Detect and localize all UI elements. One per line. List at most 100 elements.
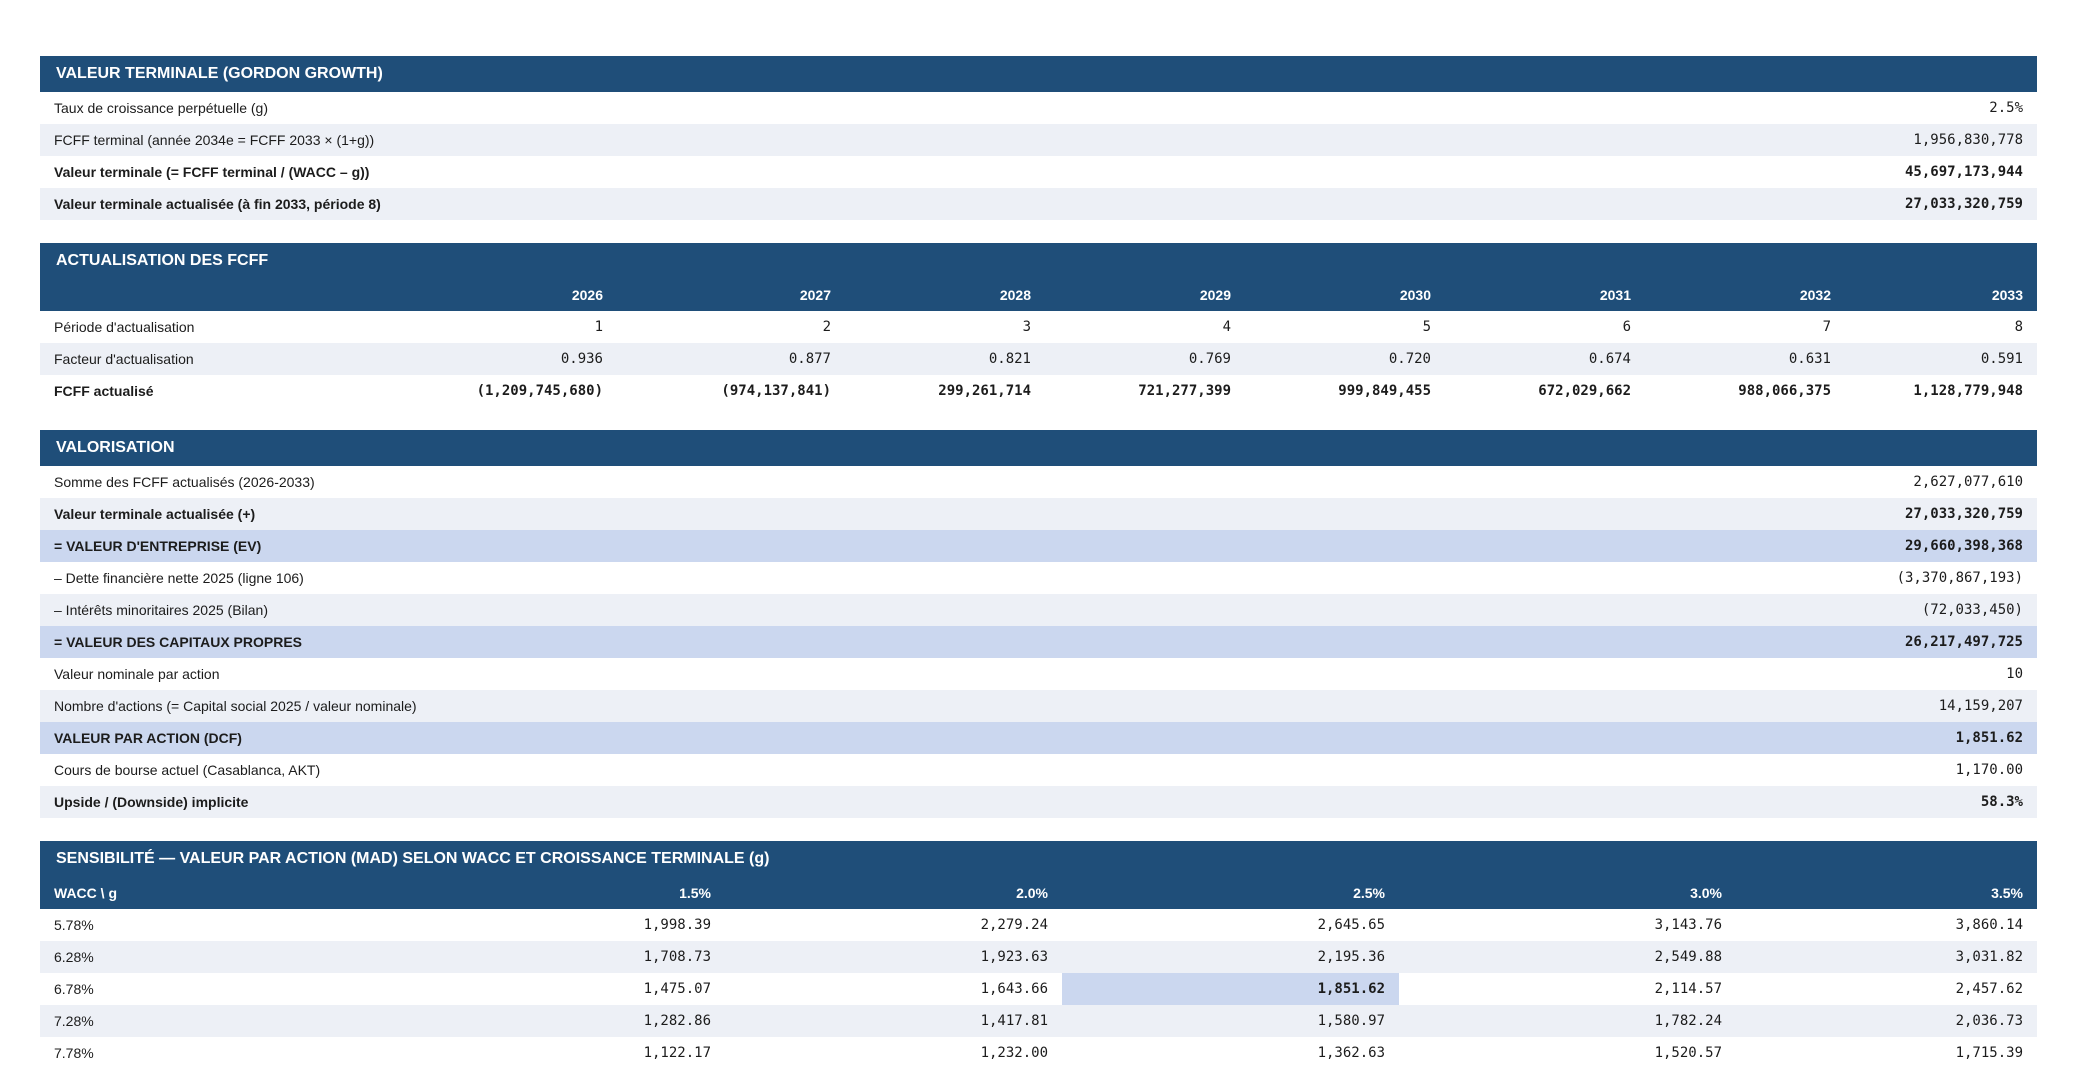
table-row: Valeur nominale par action 10 xyxy=(40,658,2037,690)
row-value: 10 xyxy=(1440,658,2037,690)
discounting-section: ACTUALISATION DES FCFF 2026 2027 2028 20… xyxy=(40,243,2037,407)
table-cell: 3 xyxy=(845,311,1045,343)
sensitivity-section: SENSIBILITÉ — VALEUR PAR ACTION (MAD) SE… xyxy=(40,841,2037,1069)
row-label: Valeur terminale actualisée (à fin 2033,… xyxy=(40,188,1440,220)
terminal-value-title: VALEUR TERMINALE (GORDON GROWTH) xyxy=(40,56,2037,92)
table-cell: 1,417.81 xyxy=(725,1005,1062,1037)
table-cell: 2,645.65 xyxy=(1062,909,1399,941)
row-value: 1,170.00 xyxy=(1440,754,2037,786)
year-header: 2029 xyxy=(1045,279,1245,311)
sensitivity-title: SENSIBILITÉ — VALEUR PAR ACTION (MAD) SE… xyxy=(40,841,2037,877)
table-cell: 1,520.57 xyxy=(1399,1037,1736,1069)
table-cell: 1,998.39 xyxy=(388,909,725,941)
table-row: Somme des FCFF actualisés (2026-2033) 2,… xyxy=(40,466,2037,498)
header-corner xyxy=(40,279,377,311)
table-cell: 672,029,662 xyxy=(1445,375,1645,407)
table-row: Valeur terminale actualisée (+) 27,033,3… xyxy=(40,498,2037,530)
row-label: Valeur nominale par action xyxy=(40,658,1440,690)
table-row: – Intérêts minoritaires 2025 (Bilan) (72… xyxy=(40,594,2037,626)
table-row: Valeur terminale actualisée (à fin 2033,… xyxy=(40,188,2037,220)
table-cell: 1,580.97 xyxy=(1062,1005,1399,1037)
table-cell: 4 xyxy=(1045,311,1245,343)
row-value: 2.5% xyxy=(1440,92,2037,124)
table-cell: (974,137,841) xyxy=(617,375,845,407)
sensitivity-table: WACC \ g 1.5% 2.0% 2.5% 3.0% 3.5% 5.78% … xyxy=(40,877,2037,1069)
table-cell: 0.769 xyxy=(1045,343,1245,375)
year-header: 2031 xyxy=(1445,279,1645,311)
row-value: (3,370,867,193) xyxy=(1440,562,2037,594)
row-value: 45,697,173,944 xyxy=(1440,156,2037,188)
wacc-label: 6.78% xyxy=(40,973,388,1005)
row-label: – Dette financière nette 2025 (ligne 106… xyxy=(40,562,1440,594)
base-case-cell: 1,851.62 xyxy=(1062,973,1399,1005)
enterprise-value-row: = VALEUR D'ENTREPRISE (EV) 29,660,398,36… xyxy=(40,530,2037,562)
growth-header: 3.5% xyxy=(1736,877,2037,909)
row-label: – Intérêts minoritaires 2025 (Bilan) xyxy=(40,594,1440,626)
row-label: Facteur d'actualisation xyxy=(40,343,377,375)
table-cell: 988,066,375 xyxy=(1645,375,1845,407)
dcf-sheet: VALEUR TERMINALE (GORDON GROWTH) Taux de… xyxy=(40,56,2037,1092)
row-label: Valeur terminale (= FCFF terminal / (WAC… xyxy=(40,156,1440,188)
table-row: Taux de croissance perpétuelle (g) 2.5% xyxy=(40,92,2037,124)
table-row: 6.78% 1,475.07 1,643.66 1,851.62 2,114.5… xyxy=(40,973,2037,1005)
table-cell: 0.591 xyxy=(1845,343,2037,375)
row-value: 29,660,398,368 xyxy=(1440,530,2037,562)
row-value: 14,159,207 xyxy=(1440,690,2037,722)
table-cell: 3,860.14 xyxy=(1736,909,2037,941)
table-row: – Dette financière nette 2025 (ligne 106… xyxy=(40,562,2037,594)
wacc-label: 7.28% xyxy=(40,1005,388,1037)
table-cell: 0.631 xyxy=(1645,343,1845,375)
equity-value-row: = VALEUR DES CAPITAUX PROPRES 26,217,497… xyxy=(40,626,2037,658)
table-cell: 0.720 xyxy=(1245,343,1445,375)
row-value: 1,956,830,778 xyxy=(1440,124,2037,156)
row-value: 27,033,320,759 xyxy=(1440,498,2037,530)
discounting-table: 2026 2027 2028 2029 2030 2031 2032 2033 … xyxy=(40,279,2037,407)
table-cell: 7 xyxy=(1645,311,1845,343)
terminal-value-table: Taux de croissance perpétuelle (g) 2.5% … xyxy=(40,92,2037,220)
wacc-label: 7.78% xyxy=(40,1037,388,1069)
table-cell: 1,715.39 xyxy=(1736,1037,2037,1069)
row-label: Cours de bourse actuel (Casablanca, AKT) xyxy=(40,754,1440,786)
row-value: 26,217,497,725 xyxy=(1440,626,2037,658)
year-header: 2028 xyxy=(845,279,1045,311)
year-header: 2027 xyxy=(617,279,845,311)
table-cell: 1,708.73 xyxy=(388,941,725,973)
table-row: 5.78% 1,998.39 2,279.24 2,645.65 3,143.7… xyxy=(40,909,2037,941)
table-cell: (1,209,745,680) xyxy=(377,375,617,407)
row-label: = VALEUR D'ENTREPRISE (EV) xyxy=(40,530,1440,562)
table-cell: 2 xyxy=(617,311,845,343)
table-cell: 2,549.88 xyxy=(1399,941,1736,973)
row-label: Valeur terminale actualisée (+) xyxy=(40,498,1440,530)
table-cell: 721,277,399 xyxy=(1045,375,1245,407)
row-value: (72,033,450) xyxy=(1440,594,2037,626)
table-cell: 5 xyxy=(1245,311,1445,343)
row-value: 2,627,077,610 xyxy=(1440,466,2037,498)
row-value: 27,033,320,759 xyxy=(1440,188,2037,220)
growth-header: 3.0% xyxy=(1399,877,1736,909)
row-label: = VALEUR DES CAPITAUX PROPRES xyxy=(40,626,1440,658)
row-label: Somme des FCFF actualisés (2026-2033) xyxy=(40,466,1440,498)
valuation-table: Somme des FCFF actualisés (2026-2033) 2,… xyxy=(40,466,2037,818)
table-cell: 1,282.86 xyxy=(388,1005,725,1037)
valuation-section: VALORISATION Somme des FCFF actualisés (… xyxy=(40,430,2037,818)
table-cell: 0.821 xyxy=(845,343,1045,375)
year-header: 2033 xyxy=(1845,279,2037,311)
table-cell: 1,643.66 xyxy=(725,973,1062,1005)
table-cell: 0.936 xyxy=(377,343,617,375)
table-row: 7.78% 1,122.17 1,232.00 1,362.63 1,520.5… xyxy=(40,1037,2037,1069)
table-cell: 2,114.57 xyxy=(1399,973,1736,1005)
table-cell: 6 xyxy=(1445,311,1645,343)
row-label: VALEUR PAR ACTION (DCF) xyxy=(40,722,1440,754)
table-cell: 1,232.00 xyxy=(725,1037,1062,1069)
table-cell: 3,143.76 xyxy=(1399,909,1736,941)
row-label: Période d'actualisation xyxy=(40,311,377,343)
table-row: FCFF actualisé (1,209,745,680) (974,137,… xyxy=(40,375,2037,407)
table-cell: 2,036.73 xyxy=(1736,1005,2037,1037)
growth-header: 2.0% xyxy=(725,877,1062,909)
table-cell: 0.877 xyxy=(617,343,845,375)
table-row: Nombre d'actions (= Capital social 2025 … xyxy=(40,690,2037,722)
growth-header: 2.5% xyxy=(1062,877,1399,909)
row-label: FCFF actualisé xyxy=(40,375,377,407)
table-cell: 299,261,714 xyxy=(845,375,1045,407)
row-label: FCFF terminal (année 2034e = FCFF 2033 ×… xyxy=(40,124,1440,156)
